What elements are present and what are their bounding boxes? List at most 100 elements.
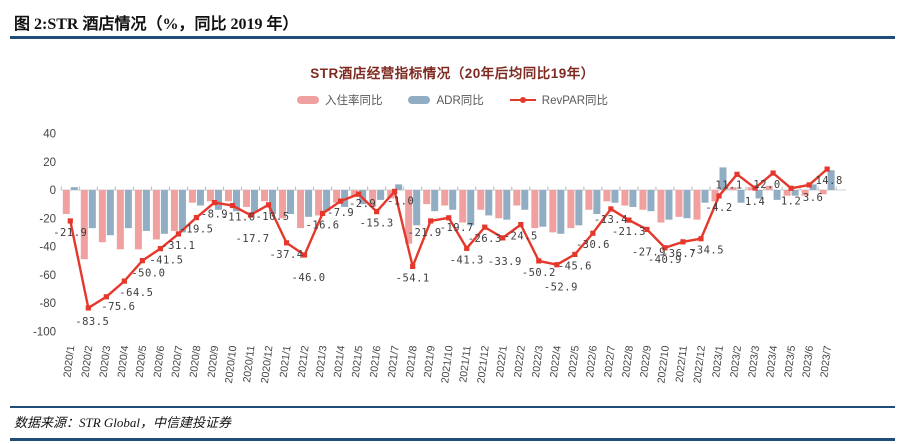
svg-text:-21.9: -21.9	[408, 227, 442, 239]
svg-text:-8.9: -8.9	[201, 209, 228, 221]
svg-text:-2.9: -2.9	[349, 198, 376, 210]
svg-text:-11.0: -11.0	[221, 212, 255, 224]
revpar-swatch	[509, 96, 536, 104]
svg-text:-50.2: -50.2	[522, 267, 556, 279]
svg-text:-4.2: -4.2	[705, 202, 732, 214]
legend-label-adr: ADR同比	[436, 95, 484, 107]
svg-text:-10.5: -10.5	[255, 211, 289, 223]
svg-text:-46.0: -46.0	[292, 272, 326, 284]
svg-text:-41.5: -41.5	[149, 255, 183, 267]
svg-text:-19.5: -19.5	[179, 224, 213, 236]
svg-text:2022/11: 2022/11	[674, 345, 690, 384]
svg-text:2022/8: 2022/8	[620, 345, 636, 378]
svg-text:2023/5: 2023/5	[782, 345, 798, 378]
svg-text:2020/11: 2020/11	[241, 345, 257, 384]
svg-text:2020/12: 2020/12	[259, 345, 276, 384]
svg-text:2021/3: 2021/3	[314, 345, 330, 378]
svg-text:-27.9: -27.9	[632, 246, 666, 258]
svg-text:1.4: 1.4	[745, 196, 765, 208]
revpar-line	[67, 166, 830, 311]
svg-text:2021/4: 2021/4	[332, 345, 348, 378]
svg-text:40: 40	[43, 129, 56, 141]
svg-text:-30.6: -30.6	[576, 239, 610, 251]
svg-text:1.2: 1.2	[781, 195, 801, 207]
svg-text:2020/10: 2020/10	[223, 345, 240, 384]
svg-text:-7.9: -7.9	[327, 207, 354, 219]
svg-text:-21.3: -21.3	[612, 226, 646, 238]
svg-text:-37.4: -37.4	[269, 249, 303, 261]
svg-text:-16.6: -16.6	[306, 219, 340, 231]
svg-text:3.6: 3.6	[803, 192, 823, 204]
svg-text:-40: -40	[39, 242, 56, 254]
revpar-labels: -21.9 -83.5 -75.6 -64.5 -50.0-41.5 -31.1 -19.5…	[53, 175, 842, 328]
svg-text:2022/12: 2022/12	[691, 345, 708, 384]
svg-text:2022/6: 2022/6	[584, 345, 600, 378]
svg-text:2020/8: 2020/8	[188, 345, 204, 378]
svg-text:2021/2: 2021/2	[296, 345, 312, 378]
svg-text:2021/10: 2021/10	[439, 345, 456, 384]
svg-text:2021/12: 2021/12	[475, 345, 492, 384]
svg-text:2020/6: 2020/6	[152, 345, 168, 378]
svg-text:-21.9: -21.9	[53, 227, 87, 239]
legend-item-occupancy: 入住率同比	[296, 92, 383, 108]
chart-legend: 入住率同比 ADR同比 RevPAR同比	[0, 92, 905, 108]
svg-text:-20: -20	[39, 213, 56, 225]
svg-text:2021/5: 2021/5	[350, 345, 366, 378]
svg-text:2020/4: 2020/4	[116, 345, 132, 378]
occupancy-swatch	[296, 96, 319, 104]
adr-bars	[70, 167, 835, 236]
svg-text:-83.5: -83.5	[75, 316, 109, 328]
svg-text:-17.7: -17.7	[235, 233, 269, 245]
svg-text:-75.6: -75.6	[101, 301, 135, 313]
svg-text:-26.3: -26.3	[468, 233, 502, 245]
svg-text:-60: -60	[39, 270, 56, 282]
svg-text:0: 0	[50, 185, 56, 197]
legend-label-occupancy: 入住率同比	[324, 95, 383, 107]
svg-text:2023/2: 2023/2	[728, 345, 744, 378]
svg-text:2022/5: 2022/5	[566, 345, 582, 378]
svg-text:2020/2: 2020/2	[79, 345, 95, 378]
svg-text:-52.9: -52.9	[544, 282, 578, 294]
adr-swatch	[408, 96, 431, 104]
svg-text:2022/3: 2022/3	[530, 345, 546, 378]
svg-text:-50.0: -50.0	[131, 268, 165, 280]
svg-text:2020/9: 2020/9	[206, 345, 222, 378]
svg-text:-80: -80	[39, 298, 56, 310]
top-divider	[10, 36, 895, 39]
svg-text:2021/6: 2021/6	[368, 345, 384, 378]
occupancy-bars	[62, 185, 827, 260]
svg-text:2022/1: 2022/1	[494, 345, 510, 378]
svg-text:-40.9: -40.9	[648, 254, 682, 266]
svg-text:2020/3: 2020/3	[97, 345, 113, 378]
svg-text:14.8: 14.8	[815, 175, 842, 187]
data-source: 数据来源：STR Global，中信建投证券	[14, 415, 232, 430]
y-axis: 40 20 0 -20 -40 -60 -80 -100	[33, 129, 56, 339]
svg-text:-31.1: -31.1	[161, 240, 195, 252]
svg-text:-34.5: -34.5	[690, 245, 724, 257]
svg-text:-33.9: -33.9	[488, 256, 522, 268]
svg-text:-64.5: -64.5	[119, 287, 153, 299]
svg-text:2022/4: 2022/4	[548, 345, 564, 378]
svg-text:2021/7: 2021/7	[386, 345, 402, 378]
svg-text:11.1: 11.1	[715, 179, 742, 191]
svg-text:2023/3: 2023/3	[746, 345, 762, 378]
svg-text:2020/7: 2020/7	[170, 345, 186, 378]
source-divider	[10, 406, 895, 408]
svg-text:2021/9: 2021/9	[422, 345, 438, 378]
svg-text:-1.0: -1.0	[387, 195, 414, 207]
svg-text:12.0: 12.0	[753, 179, 780, 191]
svg-text:2021/1: 2021/1	[278, 345, 294, 378]
svg-text:-19.7: -19.7	[440, 222, 474, 234]
svg-text:2020/1: 2020/1	[61, 345, 77, 378]
svg-text:-45.6: -45.6	[558, 260, 592, 272]
svg-text:2023/6: 2023/6	[800, 345, 816, 378]
svg-text:2022/7: 2022/7	[602, 345, 618, 378]
svg-text:2022/10: 2022/10	[655, 345, 672, 384]
svg-text:-24.5: -24.5	[504, 231, 538, 243]
svg-text:2023/7: 2023/7	[818, 345, 834, 378]
svg-text:2022/9: 2022/9	[638, 345, 654, 378]
svg-text:2023/1: 2023/1	[710, 345, 726, 378]
chart-title: STR酒店经营指标情况（20年后均同比19年）	[310, 66, 595, 81]
